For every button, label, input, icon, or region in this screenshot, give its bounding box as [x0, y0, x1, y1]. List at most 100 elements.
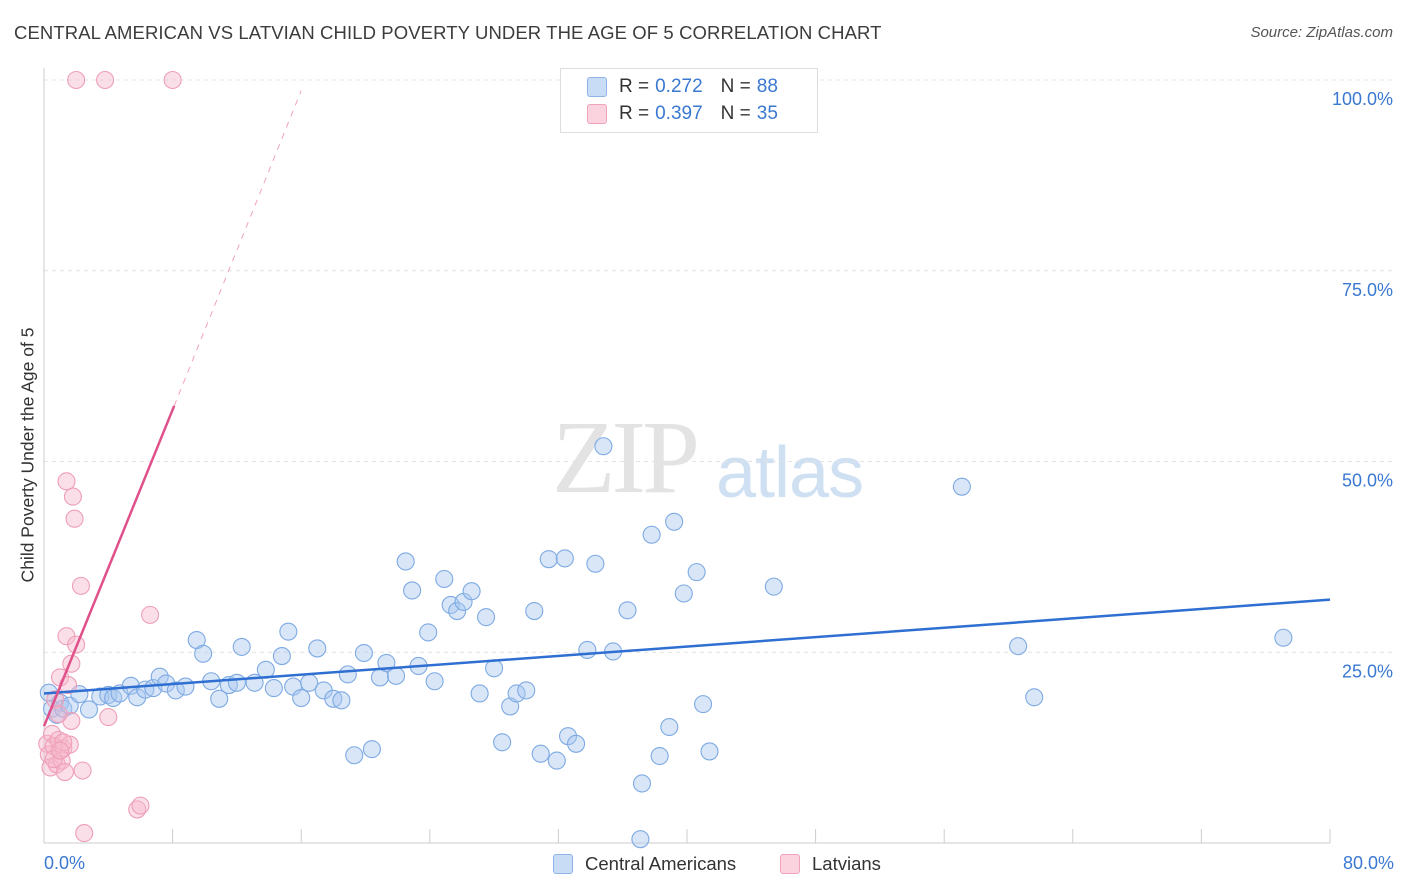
- legend-item-central-americans: Central Americans: [553, 852, 736, 876]
- correlation-legend: R = 0.272 N = 88 R = 0.397 N = 35: [560, 68, 818, 133]
- data-point-central-americans: [419, 623, 438, 642]
- y-tick-label: 50.0%: [1342, 471, 1393, 491]
- data-point-central-americans: [618, 601, 637, 620]
- data-point-central-americans: [1025, 688, 1044, 707]
- data-point-central-americans: [517, 681, 536, 700]
- data-point-latvians: [141, 605, 160, 624]
- data-point-central-americans: [362, 740, 381, 759]
- data-point-central-americans: [632, 774, 652, 793]
- data-point-central-americans: [525, 601, 544, 621]
- data-point-latvians: [99, 708, 118, 727]
- data-point-latvians: [51, 741, 70, 760]
- data-point-central-americans: [700, 742, 719, 761]
- data-point-central-americans: [403, 581, 422, 600]
- data-point-central-americans: [99, 685, 118, 705]
- data-point-central-americans: [547, 751, 566, 770]
- data-point-central-americans: [642, 525, 661, 544]
- legend-swatch-pink: [587, 104, 607, 124]
- data-point-central-americans: [338, 665, 357, 684]
- data-point-latvians: [73, 761, 92, 780]
- data-point-latvians: [65, 509, 84, 528]
- data-point-latvians: [163, 70, 182, 90]
- data-point-central-americans: [272, 647, 291, 666]
- data-point-central-americans: [470, 684, 489, 703]
- watermark-zip: ZIP: [552, 400, 700, 515]
- data-point-central-americans: [660, 717, 679, 737]
- data-point-central-americans: [1274, 628, 1293, 647]
- data-point-central-americans: [345, 746, 364, 765]
- data-point-latvians: [67, 70, 86, 90]
- data-point-central-americans: [567, 734, 586, 753]
- legend-label-latvians: Latvians: [812, 853, 881, 874]
- data-point-central-americans: [227, 673, 246, 692]
- trend-line-latvians: [42, 405, 176, 727]
- latvians-points: [38, 70, 182, 843]
- data-point-central-americans: [354, 643, 373, 663]
- data-point-central-americans: [79, 700, 99, 719]
- trend-line-central-americans: [43, 598, 1331, 695]
- data-point-central-americans: [650, 746, 669, 766]
- data-point-central-americans: [462, 582, 481, 601]
- trend-line-latvians-extension: [173, 90, 302, 406]
- data-point-central-americans: [555, 549, 574, 568]
- central-americans-points: [39, 437, 1293, 849]
- data-point-central-americans: [308, 639, 327, 658]
- data-point-central-americans: [493, 733, 512, 752]
- x-tick-label: 0.0%: [44, 853, 85, 873]
- legend-r-value: 0.397: [655, 103, 703, 124]
- data-point-latvians: [55, 762, 74, 782]
- data-point-latvians: [63, 487, 82, 506]
- grid-lines: [44, 79, 1394, 653]
- data-point-central-americans: [448, 601, 467, 621]
- data-point-central-americans: [539, 550, 558, 569]
- data-point-central-americans: [279, 622, 298, 641]
- y-tick-label: 75.0%: [1342, 280, 1393, 300]
- legend-n-value: 35: [756, 103, 778, 124]
- axes: [43, 68, 1331, 844]
- data-point-central-americans: [485, 659, 504, 678]
- legend-item-latvians: Latvians: [780, 852, 881, 876]
- legend-n-label: N =: [720, 76, 751, 97]
- y-tick-label: 25.0%: [1342, 661, 1393, 681]
- legend-label-central-americans: Central Americans: [585, 853, 737, 874]
- legend-row-latvians: R = 0.397 N = 35: [587, 102, 778, 126]
- data-point-central-americans: [292, 688, 311, 708]
- legend-swatch-blue: [553, 854, 573, 874]
- legend-n-label: N =: [720, 103, 751, 124]
- data-point-central-americans: [631, 830, 650, 849]
- source-label: Source: ZipAtlas.com: [1250, 24, 1393, 41]
- y-axis-label: Child Poverty Under the Age of 5: [17, 327, 38, 583]
- data-point-central-americans: [194, 644, 213, 663]
- data-point-central-americans: [396, 552, 415, 571]
- data-point-central-americans: [665, 512, 684, 531]
- data-point-central-americans: [694, 695, 713, 714]
- legend-r-value: 0.272: [655, 76, 703, 97]
- data-point-central-americans: [531, 744, 550, 763]
- data-point-central-americans: [764, 577, 783, 596]
- data-point-central-americans: [264, 679, 283, 698]
- data-point-central-americans: [687, 563, 706, 582]
- data-point-central-americans: [176, 677, 195, 696]
- data-point-central-americans: [232, 637, 251, 656]
- data-point-central-americans: [166, 681, 185, 700]
- data-point-central-americans: [578, 640, 597, 660]
- data-point-central-americans: [425, 672, 444, 691]
- data-point-central-americans: [210, 689, 229, 708]
- data-point-latvians: [71, 576, 91, 595]
- data-point-latvians: [75, 824, 94, 843]
- data-point-central-americans: [507, 684, 526, 703]
- data-point-central-americans: [674, 584, 693, 603]
- data-point-central-americans: [952, 477, 971, 496]
- legend-swatch-blue: [587, 77, 607, 97]
- legend-n-value: 88: [756, 76, 778, 97]
- data-point-central-americans: [1009, 637, 1028, 656]
- data-point-central-americans: [477, 608, 496, 627]
- data-point-central-americans: [594, 437, 613, 456]
- legend-r-label: R =: [619, 103, 650, 124]
- data-point-central-americans: [386, 666, 406, 685]
- x-tick-label: 80.0%: [1343, 853, 1394, 873]
- data-point-central-americans: [586, 554, 605, 573]
- data-point-latvians: [131, 796, 150, 815]
- chart-title: CENTRAL AMERICAN VS LATVIAN CHILD POVERT…: [14, 22, 882, 43]
